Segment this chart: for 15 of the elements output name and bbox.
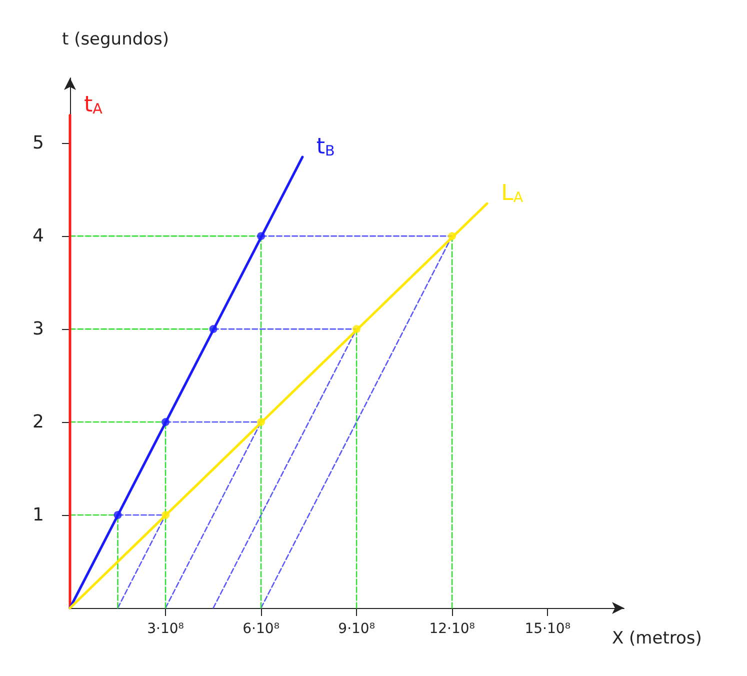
y-tick-label: 5 — [32, 132, 44, 154]
series-label: LA — [501, 181, 524, 206]
x-tick-label: 3·10⁸ — [147, 621, 184, 637]
x-tick-label: 15·10⁸ — [524, 621, 571, 637]
y-tick-label: 1 — [32, 504, 44, 526]
y-tick-label: 3 — [32, 318, 44, 340]
y-tick-label: 4 — [32, 226, 44, 247]
y-tick-label: 2 — [32, 412, 44, 433]
series-label: tA — [84, 92, 103, 118]
x-tick-label: 12·10⁸ — [429, 621, 476, 637]
x-tick-label: 6·10⁸ — [242, 621, 280, 637]
x-axis-title: X (metros) — [612, 628, 702, 648]
x-tick-label: 9·10⁸ — [338, 621, 376, 637]
series-label: tB — [316, 134, 335, 160]
y-axis-title: t (segundos) — [62, 30, 170, 50]
